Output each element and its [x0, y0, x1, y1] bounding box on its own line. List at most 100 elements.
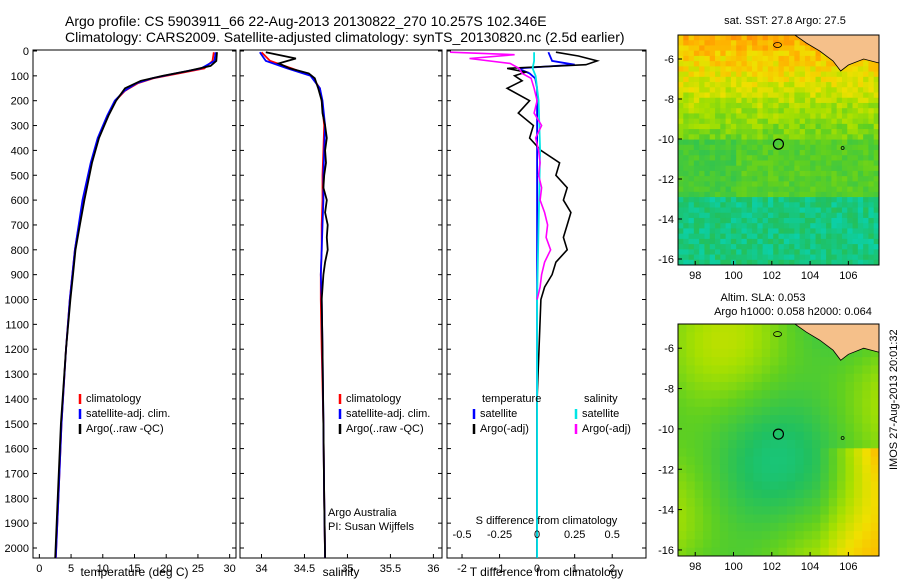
- panel-frame-difference: [446, 49, 647, 559]
- annotation-pi-name: PI: Susan Wijffels: [328, 521, 414, 533]
- series-line-temperature-2: [54, 52, 218, 558]
- top-tick-label-difference: 0: [534, 529, 540, 541]
- top-tick-label-difference: -0.25: [487, 529, 512, 541]
- sst-map-y-tick-label: -16: [658, 254, 674, 266]
- sst-argo-position-marker: [772, 138, 785, 150]
- temperature-legend-label: climatology: [86, 393, 142, 405]
- x-tick-label-difference: 0: [534, 563, 540, 575]
- x-axis-label-salinity: salinity: [323, 565, 360, 579]
- sla-map-y-tick-label: -12: [658, 464, 674, 476]
- x-tick-label-temperature: 15: [128, 563, 140, 575]
- y-tick-label: 1300: [5, 369, 29, 381]
- temperature-legend-label: Argo(..raw -QC): [86, 423, 164, 435]
- sst-map-christmas-island: [840, 146, 845, 150]
- x-tick-label-temperature: 10: [97, 563, 109, 575]
- imos-timestamp: IMOS 27-Aug-2013 20:01:32: [888, 329, 900, 470]
- x-tick-label-salinity: 35: [341, 563, 353, 575]
- x-tick-label-temperature: 20: [160, 563, 172, 575]
- figure-title-line-2: Climatology: CARS2009. Satellite-adjuste…: [65, 29, 625, 45]
- sla-map-title: Altim. SLA: 0.053: [720, 292, 806, 304]
- sst-map-x-tick-label: 98: [689, 270, 701, 282]
- sla-map-frame: [677, 323, 880, 557]
- x-axis-label-difference: T difference from climatology: [470, 565, 624, 579]
- y-tick-label: 2000: [5, 543, 29, 555]
- sla-map-y-tick-label: -8: [664, 384, 674, 396]
- x-tick-label-difference: -1: [495, 563, 505, 575]
- sla-map-island: [773, 331, 782, 337]
- y-tick-label: 700: [11, 220, 29, 232]
- diff-legend-heading-salinity: salinity: [584, 393, 618, 405]
- y-tick-label: 1900: [5, 518, 29, 530]
- y-tick-label: 0: [23, 46, 29, 58]
- sst-map-y-tick-label: -6: [664, 54, 674, 66]
- y-tick-label: 300: [11, 121, 29, 133]
- sst-map-island: [773, 42, 782, 48]
- salinity-legend-label: Argo(..raw -QC): [346, 423, 424, 435]
- x-tick-label-difference: 1: [572, 563, 578, 575]
- x-tick-label-salinity: 34.5: [294, 563, 315, 575]
- sla-map-y-tick-label: -16: [658, 545, 674, 557]
- sla-map-christmas-island: [840, 436, 845, 440]
- x-tick-label-temperature: 5: [68, 563, 74, 575]
- sla-map-x-tick-label: 102: [763, 561, 781, 573]
- salinity-legend-label: climatology: [346, 393, 402, 405]
- salinity-legend-label: satellite-adj. clim.: [346, 408, 430, 420]
- sst-map-y-tick-label: -12: [658, 174, 674, 186]
- x-tick-label-salinity: 35.5: [380, 563, 401, 575]
- x-axis-label-temperature: temperature (deg C): [80, 565, 188, 579]
- sla-map-y-tick-label: -14: [658, 505, 674, 517]
- sla-map-x-tick-label: 100: [724, 561, 742, 573]
- diff-legend-label: Argo(-adj): [582, 423, 631, 435]
- sst-map-y-tick-label: -10: [658, 134, 674, 146]
- y-tick-label: 1700: [5, 468, 29, 480]
- top-tick-label-difference: 0.5: [605, 529, 620, 541]
- diff-legend-label: satellite: [480, 408, 517, 420]
- y-tick-label: 400: [11, 145, 29, 157]
- y-tick-label: 1000: [5, 295, 29, 307]
- diff-legend-heading-temperature: temperature: [482, 393, 541, 405]
- y-tick-label: 200: [11, 96, 29, 108]
- sla-map-field: [678, 324, 880, 557]
- y-tick-label: 1400: [5, 394, 29, 406]
- top-tick-label-difference: -0.5: [453, 529, 472, 541]
- y-tick-label: 600: [11, 195, 29, 207]
- diff-legend-label: Argo(-adj): [480, 423, 529, 435]
- y-tick-label: 800: [11, 245, 29, 257]
- x-tick-label-salinity: 34: [255, 563, 267, 575]
- sst-map-y-tick-label: -8: [664, 94, 674, 106]
- sst-map-x-tick-label: 100: [724, 270, 742, 282]
- y-tick-label: 1600: [5, 444, 29, 456]
- y-tick-label: 100: [11, 71, 29, 83]
- diff-legend-label: satellite: [582, 408, 619, 420]
- figure-title-line-1: Argo profile: CS 5903911_66 22-Aug-2013 …: [65, 13, 547, 29]
- annotation-argo-australia: Argo Australia: [328, 507, 397, 519]
- series-line-difference-3: [449, 51, 552, 300]
- sst-map-title: sat. SST: 27.8 Argo: 27.5: [724, 15, 846, 27]
- sla-map-x-tick-label: 106: [839, 561, 857, 573]
- temperature-legend-label: satellite-adj. clim.: [86, 408, 170, 420]
- x-tick-label-temperature: 30: [224, 563, 236, 575]
- sst-map-frame: [677, 34, 880, 266]
- x-tick-label-temperature: 25: [192, 563, 204, 575]
- series-line-salinity-2: [265, 51, 329, 558]
- panel-frame-salinity: [239, 49, 443, 559]
- series-line-difference-2: [531, 52, 542, 558]
- top-axis-label-difference: S difference from climatology: [476, 515, 618, 527]
- sla-map-y-tick-label: -10: [658, 424, 674, 436]
- y-tick-label: 1800: [5, 493, 29, 505]
- y-tick-label: 500: [11, 170, 29, 182]
- sla-map-y-tick-label: -6: [664, 343, 674, 355]
- panel-frame-temperature: [32, 49, 237, 559]
- sst-map-x-tick-label: 102: [763, 270, 781, 282]
- x-tick-label-difference: 2: [609, 563, 615, 575]
- sst-map-x-tick-label: 104: [801, 270, 819, 282]
- sla-argo-position-marker: [772, 428, 785, 440]
- x-tick-label-temperature: 0: [36, 563, 42, 575]
- y-tick-label: 900: [11, 270, 29, 282]
- y-tick-label: 1500: [5, 419, 29, 431]
- sla-map-x-tick-label: 98: [689, 561, 701, 573]
- sst-map-field: [678, 35, 880, 266]
- sst-map-x-tick-label: 106: [839, 270, 857, 282]
- x-tick-label-salinity: 36: [427, 563, 439, 575]
